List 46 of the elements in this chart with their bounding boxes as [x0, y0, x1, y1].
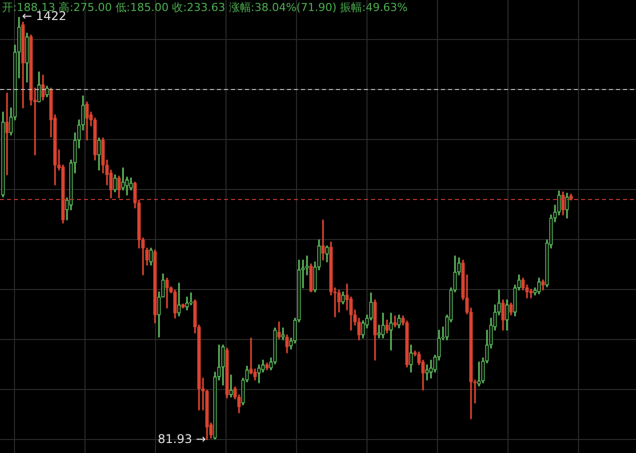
candlestick — [561, 192, 565, 216]
candlestick — [113, 174, 117, 192]
candlestick — [565, 192, 569, 218]
candlestick — [221, 344, 225, 386]
candlestick — [281, 328, 285, 340]
candlestick — [381, 312, 385, 338]
candlestick — [165, 278, 169, 308]
candlestick — [5, 92, 9, 176]
candlestick — [509, 302, 513, 316]
candlestick — [309, 264, 313, 292]
annotation: 81.93 → — [158, 432, 206, 446]
candlestick — [341, 292, 345, 304]
candlestick — [97, 138, 101, 170]
candlestick — [37, 72, 41, 102]
candlestick — [373, 299, 377, 360]
candlestick — [153, 250, 157, 324]
candlestick — [285, 334, 289, 354]
candlestick — [569, 194, 573, 200]
candlestick — [505, 299, 509, 330]
candlestick — [393, 316, 397, 328]
candlestick — [265, 362, 269, 370]
candlestick — [173, 290, 177, 318]
candlestick — [377, 324, 381, 338]
candlestick — [185, 296, 189, 310]
candlestick — [501, 299, 505, 330]
candlestick — [1, 112, 5, 198]
candlestick — [277, 322, 281, 340]
candlestick — [529, 288, 533, 298]
candlestick — [321, 220, 325, 260]
candlestick — [397, 314, 401, 328]
candlestick — [229, 374, 233, 398]
candlestick — [149, 248, 153, 266]
candlestick — [385, 320, 389, 334]
candlestick — [181, 304, 185, 308]
candlestick — [389, 312, 393, 350]
candlestick — [41, 74, 45, 100]
candlestick — [25, 32, 29, 82]
candlestick — [409, 344, 413, 372]
candlestick — [541, 280, 545, 290]
candlestick — [177, 282, 181, 316]
candlestick — [225, 348, 229, 398]
candlestick — [117, 176, 121, 198]
candlestick — [325, 246, 329, 262]
candlestick — [45, 86, 49, 98]
candlestick — [477, 362, 481, 386]
candlestick — [537, 278, 541, 294]
